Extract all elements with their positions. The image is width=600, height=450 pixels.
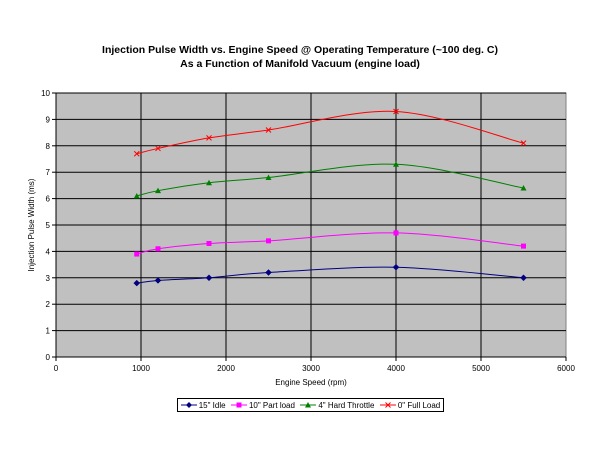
x-tick-label: 0 xyxy=(54,364,59,373)
y-tick-label: 9 xyxy=(46,115,51,124)
y-tick-label: 8 xyxy=(46,142,51,151)
y-tick-label: 5 xyxy=(46,221,51,230)
y-tick-label: 6 xyxy=(46,195,51,204)
x-tick-label: 3000 xyxy=(302,364,320,373)
y-tick-label: 4 xyxy=(46,247,51,256)
y-tick-label: 7 xyxy=(46,168,51,177)
data-point xyxy=(134,251,140,257)
data-point xyxy=(154,277,162,284)
data-point xyxy=(520,185,527,191)
x-tick-label: 6000 xyxy=(557,364,575,373)
data-point xyxy=(393,108,399,115)
data-point xyxy=(266,238,271,244)
data-point xyxy=(206,179,212,186)
y-tick-label: 3 xyxy=(46,274,51,283)
data-point xyxy=(155,246,161,252)
data-point xyxy=(133,150,140,157)
data-point xyxy=(521,243,526,249)
data-point xyxy=(393,161,399,167)
data-point xyxy=(392,263,400,271)
data-point xyxy=(133,192,140,199)
x-tick-label: 2000 xyxy=(217,364,235,373)
data-point xyxy=(265,269,272,276)
x-tick-label: 1000 xyxy=(132,364,150,373)
legend-label: 10" Part load xyxy=(248,400,295,410)
chart-title: Injection Pulse Width vs. Engine Speed @… xyxy=(102,44,498,56)
data-point xyxy=(393,230,399,236)
y-tick-label: 0 xyxy=(46,353,51,362)
data-point xyxy=(265,174,272,180)
legend-label: 15" Idle xyxy=(198,400,226,410)
data-point xyxy=(205,274,213,282)
y-tick-label: 2 xyxy=(46,300,51,309)
data-point xyxy=(520,274,527,282)
chart-subtitle: As a Function of Manifold Vacuum (engine… xyxy=(180,58,420,70)
legend-swatch xyxy=(379,402,396,408)
x-axis-label: Engine Speed (rpm) xyxy=(275,378,347,387)
y-axis-label: Injection Pulse Width (ms) xyxy=(27,178,36,271)
x-tick-label: 4000 xyxy=(387,364,405,373)
data-point xyxy=(265,127,272,133)
data-point xyxy=(206,240,212,246)
x-tick-label: 5000 xyxy=(472,364,490,373)
data-point xyxy=(206,135,212,141)
legend-item: 15" Idle xyxy=(180,400,226,410)
legend-label: 0" Full Load xyxy=(397,400,441,410)
legend-swatch xyxy=(180,402,197,408)
y-tick-label: 1 xyxy=(46,327,51,336)
legend-item: 10" Part load xyxy=(230,400,295,410)
chart-legend: 15" Idle 10" Part load 4" Hard Throttle 0" … xyxy=(177,398,444,412)
legend-swatch xyxy=(230,402,247,408)
data-point xyxy=(155,187,161,194)
legend-item: 0" Full Load xyxy=(379,400,441,410)
y-tick-label: 10 xyxy=(41,89,50,98)
legend-swatch xyxy=(300,402,317,408)
data-point xyxy=(155,145,161,152)
data-point xyxy=(133,279,141,287)
legend-label: 4" Hard Throttle xyxy=(318,400,375,410)
data-point xyxy=(520,140,527,147)
legend-item: 4" Hard Throttle xyxy=(300,401,374,410)
